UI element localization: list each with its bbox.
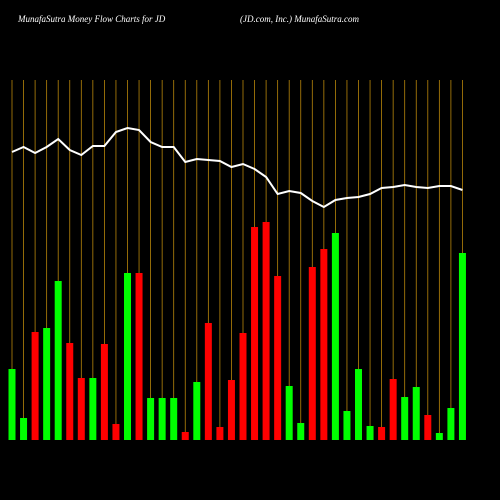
bar	[262, 222, 270, 440]
bar	[89, 378, 97, 440]
bar	[412, 387, 420, 440]
bar	[31, 332, 39, 440]
bar	[424, 415, 432, 440]
bar	[355, 369, 362, 440]
bar	[239, 333, 247, 440]
bar	[343, 411, 351, 440]
chart-title: MunafaSutra Money Flow Charts for JD	[17, 14, 166, 24]
bar	[435, 433, 443, 440]
bar	[8, 369, 16, 440]
bar	[297, 423, 305, 440]
bar	[458, 253, 466, 440]
bar	[135, 273, 143, 440]
price-line	[11, 126, 463, 209]
bar	[447, 408, 455, 440]
bar	[43, 328, 51, 440]
bar	[147, 398, 155, 440]
bar	[366, 426, 374, 440]
bar	[170, 398, 178, 440]
bar	[181, 432, 189, 440]
bar	[193, 382, 201, 440]
bar	[77, 378, 85, 440]
bar	[100, 344, 108, 440]
bar	[227, 380, 235, 440]
bar	[401, 397, 409, 440]
bar	[274, 276, 282, 440]
bar	[158, 398, 166, 440]
bar	[20, 418, 28, 440]
bar	[112, 424, 120, 440]
bar	[389, 379, 397, 440]
bar	[124, 273, 131, 440]
bar	[204, 323, 212, 440]
bar	[216, 427, 224, 440]
bar	[66, 343, 74, 440]
bar	[320, 249, 328, 440]
bar	[54, 281, 62, 440]
bar	[251, 227, 259, 440]
bar	[331, 233, 339, 440]
bar	[308, 267, 316, 440]
chart-subtitle: (JD.com, Inc.) MunafaSutra.com	[240, 14, 359, 24]
bar	[378, 427, 386, 440]
bar	[285, 386, 293, 440]
